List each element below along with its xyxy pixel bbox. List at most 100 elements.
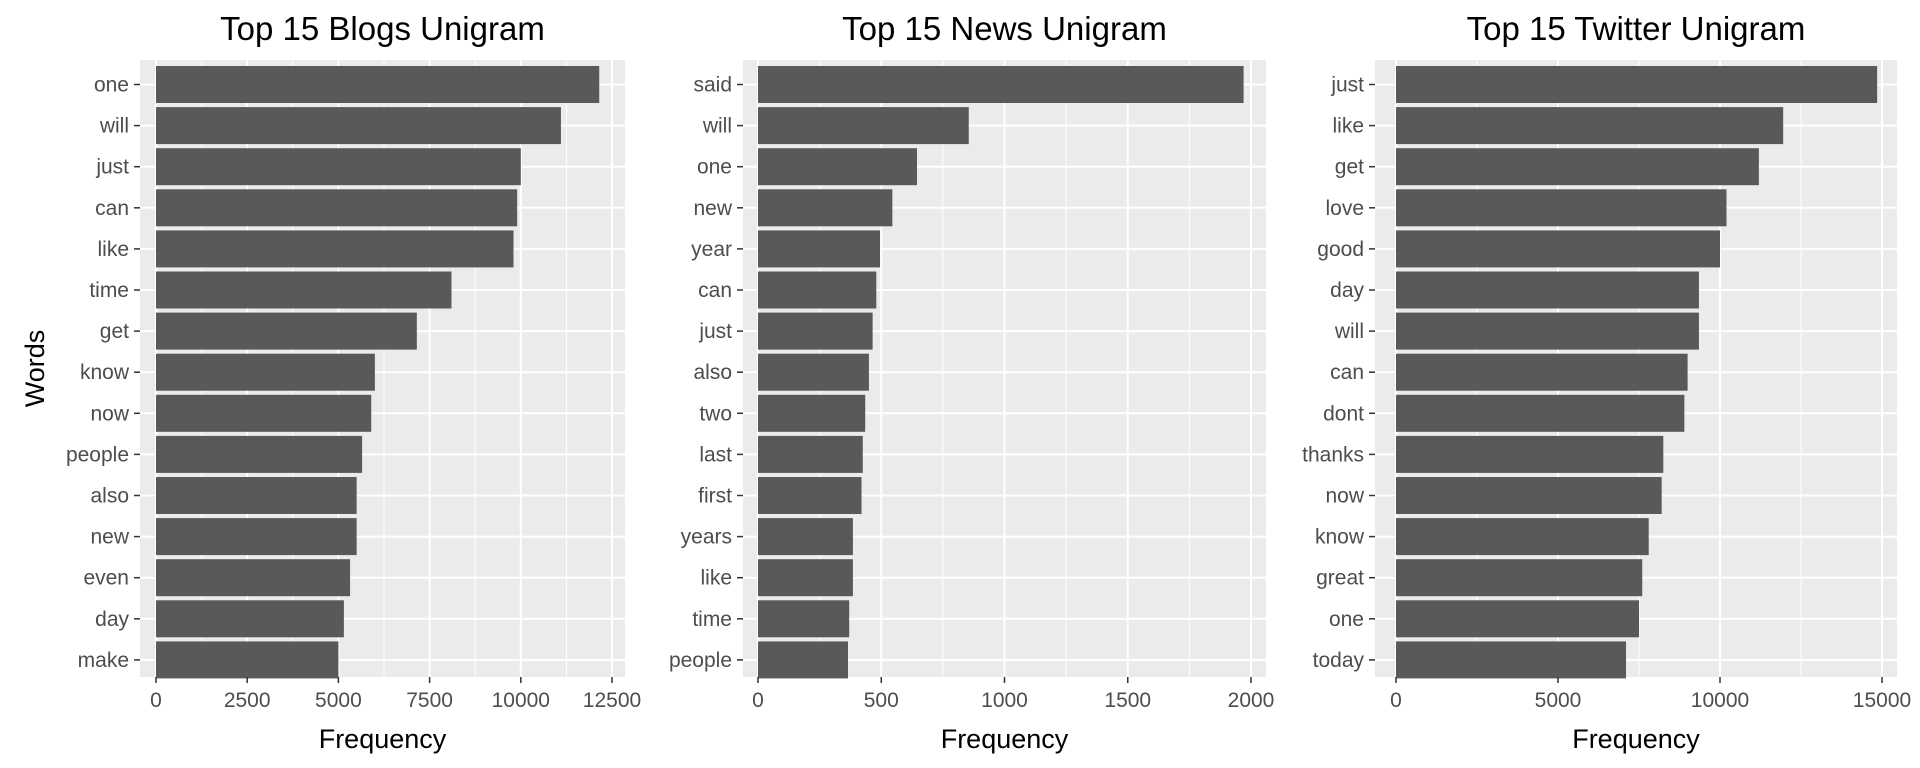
twitter-ytick-label-love: love [1325, 197, 1364, 220]
blogs-xtick-label-7500: 7500 [406, 689, 453, 712]
twitter-ytick-label-today: today [1313, 649, 1365, 672]
twitter-ytick-label-now: now [1325, 485, 1364, 508]
blogs-y-axis-title: Words [20, 330, 50, 408]
blogs-bar-people [156, 435, 363, 473]
blogs-bar-now [156, 394, 372, 432]
blogs-chart-title: Top 15 Blogs Unigram [220, 10, 545, 47]
blogs-ytick-label-now: now [90, 402, 129, 425]
blogs-xtick-label-10000: 10000 [492, 689, 550, 712]
twitter-bar-good [1396, 230, 1720, 268]
blogs-ytick-label-even: even [83, 567, 129, 590]
blogs-ytick-label-new: new [90, 526, 129, 549]
news-bar-last [758, 435, 863, 473]
blogs-bar-can [156, 189, 518, 227]
twitter-bar-like [1396, 107, 1784, 145]
news-ytick-label-people: people [669, 649, 732, 672]
twitter-bar-now [1396, 477, 1662, 514]
news-xtick-label-0: 0 [752, 689, 764, 712]
blogs-ytick-label-like: like [97, 238, 129, 261]
blogs-ytick-label-day: day [95, 608, 129, 631]
blogs-xtick-label-2500: 2500 [224, 689, 271, 712]
news-x-axis-title: Frequency [941, 724, 1069, 754]
blogs-bar-will [156, 107, 561, 145]
blogs-bar-also [156, 477, 357, 514]
news-bar-also [758, 353, 869, 391]
twitter-ytick-label-one: one [1329, 608, 1364, 631]
blogs-ytick-label-also: also [90, 485, 129, 508]
news-bar-one [758, 148, 917, 186]
blogs-bar-even [156, 559, 351, 597]
blogs-bar-new [156, 518, 357, 556]
blogs-bar-one [156, 66, 600, 103]
news-ytick-label-two: two [699, 402, 732, 425]
news-bar-first [758, 477, 862, 514]
twitter-ytick-label-will: will [1334, 320, 1364, 343]
news-xtick-label-1500: 1500 [1104, 689, 1151, 712]
twitter-bar-great [1396, 559, 1643, 597]
news-ytick-label-last: last [699, 443, 732, 466]
news-ytick-label-like: like [700, 567, 732, 590]
news-chart-title: Top 15 News Unigram [842, 10, 1167, 47]
blogs-ytick-label-can: can [95, 197, 129, 220]
twitter-bar-one [1396, 600, 1639, 638]
twitter-bar-can [1396, 353, 1688, 391]
blogs-ytick-label-people: people [66, 443, 129, 466]
blogs-bar-just [156, 148, 521, 186]
news-ytick-label-can: can [698, 279, 732, 302]
twitter-ytick-label-day: day [1330, 279, 1364, 302]
news-bar-said [758, 66, 1244, 103]
twitter-bar-will [1396, 312, 1699, 350]
news-bar-like [758, 559, 853, 597]
blogs-bar-time [156, 271, 452, 309]
news-ytick-label-year: year [691, 238, 732, 261]
news-bar-year [758, 230, 881, 268]
blogs-unigram-chart: one will just can like time get know now people al… [20, 10, 641, 754]
blogs-ytick-label-know: know [80, 361, 130, 384]
news-ytick-label-also: also [693, 361, 732, 384]
twitter-ytick-label-good: good [1317, 238, 1364, 261]
news-bar-new [758, 189, 893, 227]
news-ytick-label-just: just [698, 320, 732, 343]
news-ytick-label-first: first [698, 485, 732, 508]
news-ytick-label-new: new [693, 197, 732, 220]
blogs-bar-day [156, 600, 344, 638]
twitter-x-axis-title: Frequency [1572, 724, 1700, 754]
twitter-ytick-label-get: get [1335, 156, 1364, 179]
blogs-ytick-label-one: one [94, 74, 129, 97]
twitter-ytick-label-great: great [1316, 567, 1364, 590]
twitter-bar-thanks [1396, 435, 1664, 473]
news-ytick-label-said: said [693, 74, 732, 97]
twitter-bar-love [1396, 189, 1727, 227]
news-bar-just [758, 312, 873, 350]
news-bar-will [758, 107, 969, 145]
blogs-ytick-label-time: time [89, 279, 129, 302]
news-bar-people [758, 641, 848, 679]
blogs-ytick-label-will: will [99, 115, 129, 138]
blogs-bar-know [156, 353, 375, 391]
twitter-xtick-label-0: 0 [1390, 689, 1402, 712]
news-xtick-label-1000: 1000 [981, 689, 1028, 712]
blogs-x-axis-title: Frequency [319, 724, 447, 754]
news-bar-years [758, 518, 853, 556]
news-xtick-label-500: 500 [864, 689, 899, 712]
twitter-ytick-label-just: just [1330, 74, 1364, 97]
blogs-bar-get [156, 312, 417, 350]
twitter-ytick-label-like: like [1332, 115, 1364, 138]
twitter-ytick-label-thanks: thanks [1302, 443, 1364, 466]
blogs-xtick-label-5000: 5000 [315, 689, 362, 712]
twitter-bar-just [1396, 66, 1878, 103]
blogs-bar-like [156, 230, 514, 268]
twitter-ytick-label-can: can [1330, 361, 1364, 384]
blogs-ytick-label-get: get [100, 320, 129, 343]
twitter-ytick-label-dont: dont [1323, 402, 1364, 425]
twitter-chart-title: Top 15 Twitter Unigram [1467, 10, 1806, 47]
twitter-unigram-chart: just like get love good day will can dont thanks n… [1302, 10, 1911, 754]
news-bar-time [758, 600, 850, 638]
news-xtick-label-2000: 2000 [1228, 689, 1275, 712]
news-ytick-label-time: time [692, 608, 732, 631]
news-ytick-label-years: years [681, 526, 732, 549]
blogs-bar-make [156, 641, 339, 679]
blogs-ytick-label-just: just [95, 156, 129, 179]
blogs-xtick-label-0: 0 [150, 689, 162, 712]
